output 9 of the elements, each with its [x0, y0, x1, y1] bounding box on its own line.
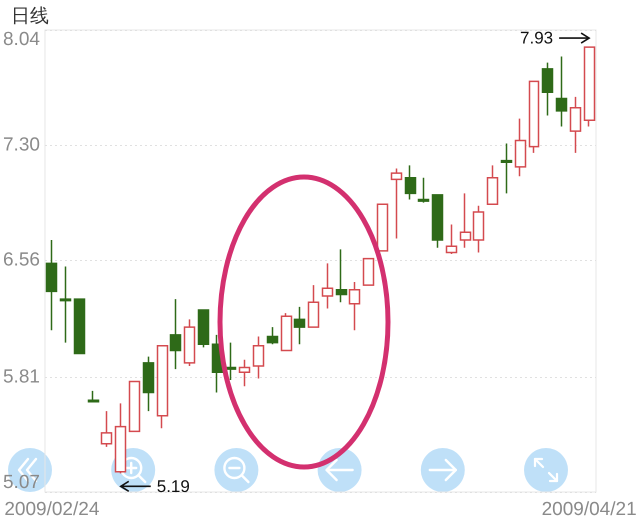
annotation: 7.93: [520, 28, 554, 48]
y-tick-label: 5.81: [2, 366, 40, 388]
annotation: 5.19: [156, 476, 190, 496]
y-tick-label: 6.56: [2, 250, 40, 271]
chart-title: 日线: [11, 6, 49, 27]
x-tick-label: 2009/04/21: [542, 499, 637, 520]
x-tick-label: 2009/02/24: [4, 499, 100, 520]
y-tick-label: 8.04: [2, 29, 40, 50]
y-tick-label: 7.30: [2, 134, 40, 156]
